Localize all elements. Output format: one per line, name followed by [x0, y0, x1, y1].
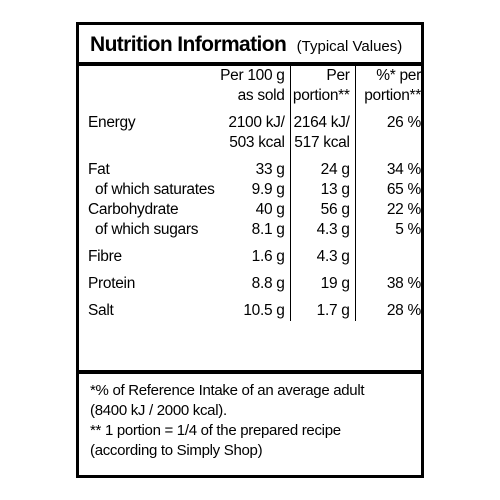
value-per-portion: 13 g [290, 180, 356, 200]
row-label: Salt [88, 302, 114, 319]
row-fibre: Fibre 1.6 g 4.3 g [88, 240, 421, 267]
value-per-portion: 56 g [290, 200, 356, 220]
value-ri: 38 % [386, 275, 421, 292]
value-ri: 65 % [386, 181, 421, 198]
value-per100: 503 kcal [214, 133, 291, 153]
value-per100: 40 g [214, 200, 291, 220]
nutrition-table: Per 100 g as sold Per portion** %* per p… [88, 66, 421, 321]
row-label: Carbohydrate [88, 201, 179, 218]
footnote-portion: ** 1 portion = 1/4 of the prepared recip… [90, 422, 341, 439]
value-per100: 2100 kJ/ [214, 106, 291, 133]
row-label: Energy [88, 114, 136, 131]
value-per-portion: 19 g [290, 267, 356, 294]
value-per-portion: 517 kcal [290, 133, 356, 153]
row-label [88, 133, 215, 153]
footnote-ri: *% of Reference Intake of an average adu… [90, 382, 365, 399]
header-ri-per-portion: %* per portion** [364, 67, 421, 104]
row-sugars: of which sugars 8.1 g 4.3 g 5 % [88, 220, 421, 240]
value-per-portion: 4.3 g [290, 240, 356, 267]
row-label: Protein [88, 275, 136, 292]
value-ri: 5 % [395, 221, 421, 238]
row-label: Fat [88, 161, 110, 178]
header-row: Per 100 g as sold Per portion** %* per p… [88, 66, 421, 106]
value-per100: 10.5 g [214, 294, 291, 321]
row-protein: Protein 8.8 g 19 g 38 % [88, 267, 421, 294]
value-per100: 1.6 g [214, 240, 291, 267]
row-label: of which saturates [95, 181, 215, 198]
footnote-divider [79, 370, 421, 374]
title-row: Nutrition Information (Typical Values) [90, 33, 402, 57]
header-per100: Per 100 g as sold [214, 66, 291, 106]
footnote-portion-source: (according to Simply Shop) [90, 442, 263, 459]
value-ri: 28 % [386, 302, 421, 319]
value-per-portion: 4.3 g [290, 220, 356, 240]
row-energy-kcal: 503 kcal 517 kcal [88, 133, 421, 153]
footnotes: *% of Reference Intake of an average adu… [90, 381, 420, 461]
value-per-portion: 1.7 g [290, 294, 356, 321]
nutrition-subtitle: (Typical Values) [296, 38, 403, 55]
value-ri [355, 133, 421, 153]
value-ri [355, 240, 421, 267]
nutrition-title: Nutrition Information [90, 33, 287, 56]
row-saturates: of which saturates 9.9 g 13 g 65 % [88, 180, 421, 200]
title-divider [79, 62, 421, 66]
value-per-portion: 24 g [290, 153, 356, 180]
value-ri: 34 % [386, 161, 421, 178]
header-per-portion: Per portion** [290, 66, 356, 106]
row-fat: Fat 33 g 24 g 34 % [88, 153, 421, 180]
row-label: Fibre [88, 248, 122, 265]
row-salt: Salt 10.5 g 1.7 g 28 % [88, 294, 421, 321]
value-ri: 22 % [386, 201, 421, 218]
footnote-ri-detail: (8400 kJ / 2000 kcal). [90, 402, 227, 419]
row-energy-kj: Energy 2100 kJ/ 2164 kJ/ 26 % [88, 106, 421, 133]
value-per100: 8.8 g [214, 267, 291, 294]
value-per-portion: 2164 kJ/ [290, 106, 356, 133]
value-per100: 9.9 g [214, 180, 291, 200]
value-per100: 33 g [214, 153, 291, 180]
nutrition-label: Nutrition Information (Typical Values) P… [76, 22, 424, 478]
row-label: of which sugars [95, 221, 199, 238]
row-carbohydrate: Carbohydrate 40 g 56 g 22 % [88, 200, 421, 220]
value-ri: 26 % [386, 114, 421, 131]
value-per100: 8.1 g [214, 220, 291, 240]
